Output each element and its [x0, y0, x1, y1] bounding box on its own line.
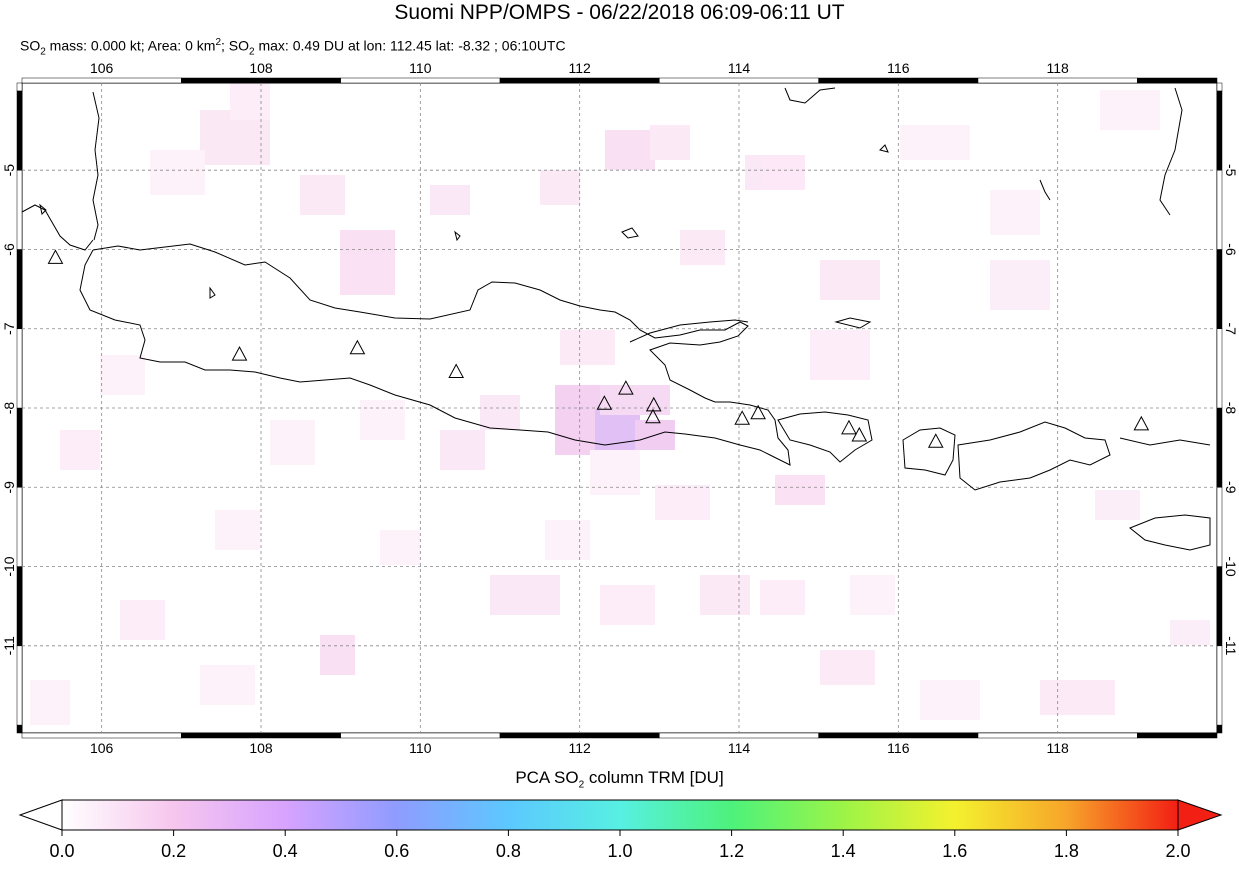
left-lat-tick--11: -11	[1, 636, 17, 655]
bali-coast	[777, 411, 873, 463]
colorbar-tick-label: 0.2	[161, 841, 186, 861]
right-lat-tick--9: -9	[1223, 481, 1239, 494]
top-lon-tick-110: 110	[409, 60, 432, 76]
java-north-coast	[92, 243, 749, 403]
top-lon-tick-108: 108	[249, 60, 273, 76]
left-lat-tick--9: -9	[1, 481, 17, 494]
sumatra-islet	[39, 203, 47, 215]
volcano-triangle-icon	[1133, 415, 1150, 431]
colorbar-tick-label: 2.0	[1165, 841, 1190, 861]
coastlines	[21, 87, 1211, 551]
right-lat-tick--6: -6	[1223, 243, 1239, 256]
colorbar: 0.0 0.2 0.4 0.6 0.8 1.0 1.2 1.4 1.6 1.8 2.0	[18, 799, 1223, 861]
colorbar-tick-label: 1.0	[607, 841, 632, 861]
top-lon-tick-112: 112	[569, 60, 592, 76]
volcano-triangle-icon	[851, 426, 868, 442]
sulawesi-coast	[1159, 87, 1183, 216]
volcano-triangle-icon	[734, 410, 751, 425]
left-lat-tick--5: -5	[1, 164, 17, 177]
java-west-coast	[79, 249, 791, 466]
bottom-lon-tick-116: 116	[887, 740, 910, 756]
volcano-triangle-icon	[596, 395, 613, 410]
so2-map: 106 106 108 108 110 110 112 112 114 114 116 116 118 1…	[1, 60, 1239, 756]
colorbar-high-arrow	[1177, 799, 1223, 831]
right-lat-tick--8: -8	[1223, 402, 1239, 415]
karimunjawa	[454, 230, 461, 242]
graticule	[16, 77, 1223, 739]
borneo-north-coast	[784, 87, 836, 104]
madura-islet-1	[879, 144, 889, 153]
axis-tick-labels: 106 106 108 108 110 110 112 112 114 114 116 116 118 1…	[1, 60, 1239, 756]
java-small-island	[209, 286, 216, 299]
kangean-islands	[834, 317, 872, 329]
madura-islet-2	[1039, 179, 1051, 201]
so2-pixels	[30, 80, 1210, 725]
sumatra-coast	[21, 204, 94, 251]
colorbar-tick-label: 0.4	[273, 841, 298, 861]
volcano-triangle-icon	[231, 346, 248, 361]
bawean-island	[621, 227, 639, 239]
borneo-coast	[92, 91, 100, 241]
flores-coast	[1119, 437, 1211, 446]
volcano-triangle-icon	[47, 249, 64, 264]
colorbar-tick-label: 1.2	[719, 841, 744, 861]
right-lat-tick--7: -7	[1223, 323, 1239, 336]
colorbar-ticks: 0.0 0.2 0.4 0.6 0.8 1.0 1.2 1.4 1.6 1.8 2.0	[49, 830, 1191, 861]
volcano-triangle-icon	[349, 339, 366, 355]
right-lat-tick--5: -5	[1223, 164, 1239, 177]
top-lon-tick-118: 118	[1047, 60, 1070, 76]
colorbar-tick-label: 0.0	[49, 841, 74, 861]
left-lat-tick--6: -6	[1, 243, 17, 256]
colorbar-tick-label: 1.4	[831, 841, 856, 861]
right-lat-tick--11: -11	[1223, 636, 1239, 655]
volcano-triangle-icon	[750, 404, 766, 420]
subtitle: SO2 mass: 0.000 kt; Area: 0 km2; SO2 max…	[20, 37, 566, 58]
left-lat-tick--10: -10	[1, 556, 17, 576]
colorbar-low-arrow	[18, 799, 63, 831]
colorbar-tick-label: 1.6	[942, 841, 967, 861]
top-lon-tick-106: 106	[90, 60, 114, 76]
top-lon-tick-116: 116	[887, 60, 910, 76]
colorbar-label: PCA SO2 column TRM [DU]	[515, 768, 724, 791]
lombok-coast	[902, 427, 956, 476]
bottom-lon-tick-108: 108	[249, 740, 273, 756]
top-lon-tick-114: 114	[728, 60, 751, 76]
bottom-lon-tick-112: 112	[569, 740, 592, 756]
bottom-lon-tick-118: 118	[1047, 740, 1070, 756]
map-title: Suomi NPP/OMPS - 06/22/2018 06:09-06:11 …	[394, 1, 845, 24]
colorbar-gradient	[61, 799, 1179, 831]
volcano-markers	[47, 249, 1150, 448]
right-lat-tick--10: -10	[1223, 556, 1239, 576]
volcano-triangle-icon	[618, 380, 634, 395]
bottom-lon-tick-110: 110	[409, 740, 432, 756]
volcano-triangle-icon	[448, 363, 465, 379]
colorbar-tick-label: 0.6	[384, 841, 409, 861]
sumba-coast	[1129, 514, 1211, 551]
colorbar-tick-label: 0.8	[496, 841, 521, 861]
left-lat-tick--8: -8	[1, 402, 17, 415]
bottom-lon-tick-114: 114	[728, 740, 751, 756]
madura-coast	[629, 319, 749, 343]
colorbar-tick-label: 1.8	[1054, 841, 1079, 861]
volcano-triangle-icon	[841, 419, 857, 435]
volcano-triangle-icon	[927, 433, 944, 448]
sumbawa-coast	[957, 421, 1111, 491]
volcano-triangle-icon	[645, 408, 661, 424]
left-lat-tick--7: -7	[1, 322, 17, 335]
bottom-lon-tick-106: 106	[90, 740, 114, 756]
